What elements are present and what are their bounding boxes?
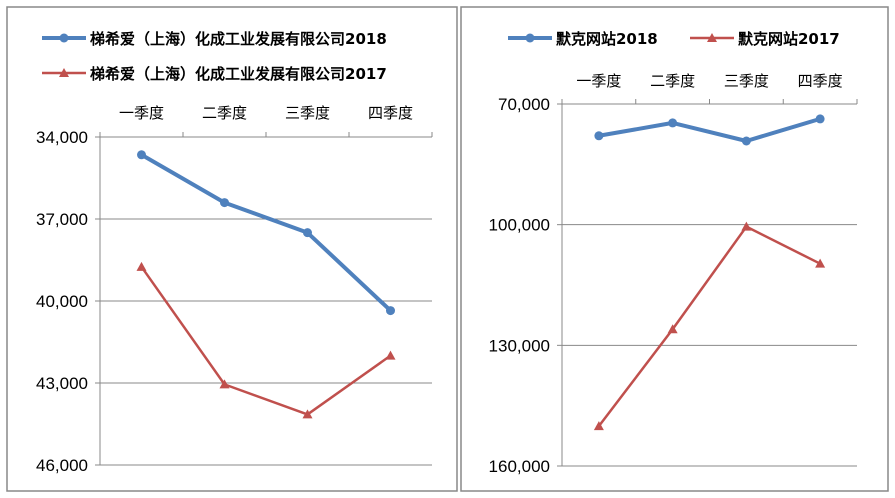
category-label-1-2: 三季度 xyxy=(724,72,769,90)
series-line-1-1 xyxy=(597,225,821,427)
data-point-0-0-2 xyxy=(303,228,312,238)
data-point-0-1-1 xyxy=(219,379,230,389)
series-line-0-1 xyxy=(140,266,392,416)
category-label-0-3: 四季度 xyxy=(368,104,413,122)
y-tick-label-0-2: 40,000 xyxy=(36,292,88,311)
series-line-0-0 xyxy=(140,153,392,313)
left-chart-frame xyxy=(6,6,458,492)
data-point-0-0-1 xyxy=(220,198,229,208)
legend-marker-0-1 xyxy=(59,68,69,77)
data-point-0-1-0 xyxy=(136,261,147,271)
legend-label-1-0: 默克网站2018 xyxy=(556,30,658,48)
y-tick-label-1-3: 160,000 xyxy=(489,457,550,476)
category-label-0-1: 二季度 xyxy=(202,104,247,122)
legend-label-0-0: 梯希爱（上海）化成工业发展有限公司2018 xyxy=(90,30,387,48)
y-tick-label-0-3: 43,000 xyxy=(36,374,88,393)
data-point-1-0-3 xyxy=(815,114,825,124)
data-point-1-0-0 xyxy=(594,131,604,141)
y-tick-label-0-0: 34,000 xyxy=(36,128,88,147)
category-label-0-2: 三季度 xyxy=(285,104,330,122)
data-point-1-0-1 xyxy=(668,118,678,128)
data-point-0-0-0 xyxy=(137,150,146,160)
legend-label-0-1: 梯希爱（上海）化成工业发展有限公司2017 xyxy=(90,65,387,83)
right-chart-frame xyxy=(460,6,889,492)
category-label-1-1: 二季度 xyxy=(650,72,695,90)
category-label-1-3: 四季度 xyxy=(798,72,843,90)
y-tick-label-0-1: 37,000 xyxy=(36,210,88,229)
legend-marker-1-0 xyxy=(525,33,535,43)
data-point-1-0-2 xyxy=(741,136,751,146)
data-point-0-1-3 xyxy=(385,350,396,360)
data-point-0-0-3 xyxy=(386,306,395,316)
series-line-1-0 xyxy=(598,116,821,144)
category-label-0-0: 一季度 xyxy=(119,104,164,122)
data-point-1-1-3 xyxy=(815,258,826,268)
data-point-1-1-0 xyxy=(593,421,604,431)
y-tick-label-0-4: 46,000 xyxy=(36,456,88,475)
legend-label-1-1: 默克网站2017 xyxy=(738,30,840,48)
data-point-1-1-2 xyxy=(741,221,752,231)
data-point-0-1-2 xyxy=(302,409,313,419)
y-tick-label-1-2: 130,000 xyxy=(489,336,550,355)
legend-marker-0-0 xyxy=(59,33,69,43)
category-label-1-0: 一季度 xyxy=(576,72,621,90)
legend-marker-1-1 xyxy=(707,33,717,42)
y-tick-label-1-0: 70,000 xyxy=(498,95,550,114)
data-point-1-1-1 xyxy=(667,324,678,334)
y-tick-label-1-1: 100,000 xyxy=(489,216,550,235)
